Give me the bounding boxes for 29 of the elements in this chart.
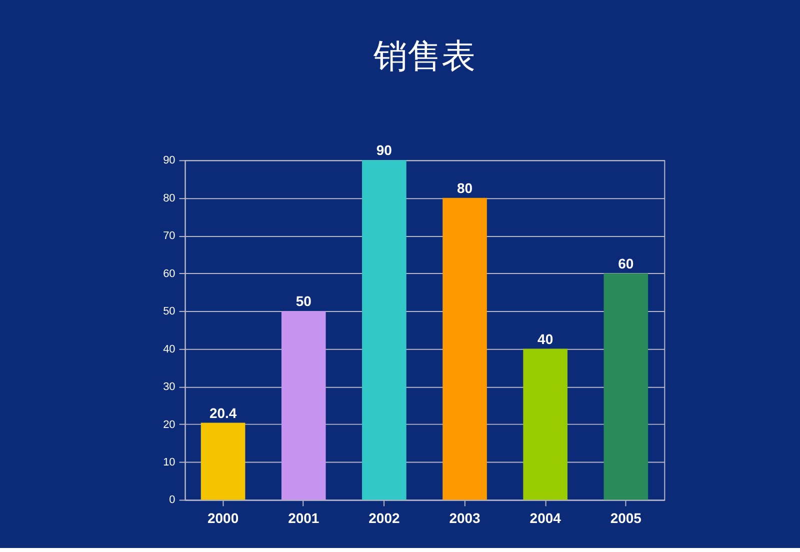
y-tick-label: 70 bbox=[163, 230, 176, 242]
bar bbox=[604, 273, 648, 500]
data-label: 40 bbox=[538, 330, 554, 347]
x-tick-label: 2004 bbox=[530, 510, 562, 526]
y-tick-label: 80 bbox=[163, 192, 176, 204]
y-tick-label: 40 bbox=[163, 343, 176, 356]
data-label: 20.4 bbox=[209, 404, 237, 421]
y-tick-label: 50 bbox=[163, 306, 176, 318]
data-label: 90 bbox=[376, 142, 392, 158]
chart-title: 销售表 bbox=[372, 36, 476, 76]
x-tick-label: 2001 bbox=[288, 510, 320, 526]
bar bbox=[442, 198, 487, 500]
data-label: 80 bbox=[456, 180, 473, 196]
y-tick-label: 60 bbox=[163, 268, 176, 280]
x-tick-label: 2005 bbox=[610, 510, 642, 526]
data-label: 60 bbox=[618, 255, 634, 272]
x-tick-label: 2002 bbox=[368, 510, 400, 526]
y-tick-label: 0 bbox=[169, 494, 176, 506]
bar bbox=[362, 160, 406, 500]
y-tick-label: 90 bbox=[163, 154, 176, 167]
bar bbox=[200, 422, 246, 500]
y-tick-label: 20 bbox=[163, 418, 176, 431]
x-tick-label: 2003 bbox=[449, 510, 481, 526]
y-tick-label: 10 bbox=[163, 456, 176, 468]
bar bbox=[523, 348, 568, 500]
x-tick-label: 2000 bbox=[208, 510, 239, 526]
y-tick-label: 30 bbox=[163, 381, 176, 394]
bar bbox=[281, 311, 326, 500]
data-label: 50 bbox=[296, 293, 312, 310]
